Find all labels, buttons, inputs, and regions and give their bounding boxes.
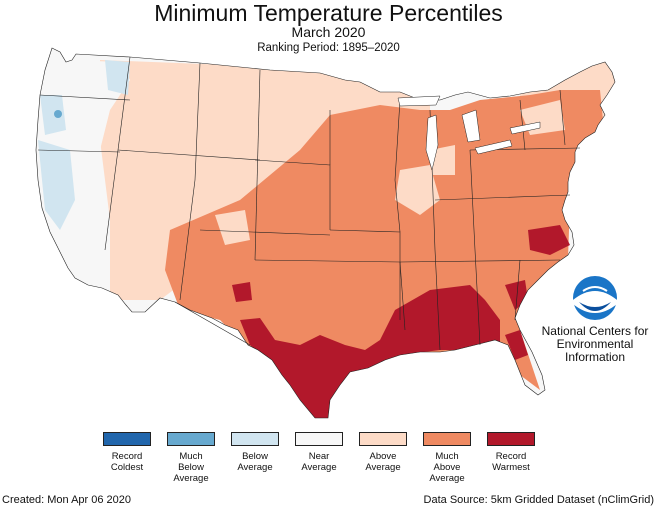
noaa-badge-text: NOAA — [585, 293, 606, 300]
legend-label: Much Above Average — [429, 451, 465, 484]
legend-label: Much Below Average — [173, 451, 209, 484]
legend-item: Record Coldest — [95, 432, 159, 473]
legend-label: Below Average — [237, 451, 273, 473]
legend-swatch — [359, 432, 407, 446]
created-date: Created: Mon Apr 06 2020 — [2, 494, 132, 506]
noaa-logo-icon — [573, 276, 617, 320]
legend-item: Much Above Average — [415, 432, 479, 484]
legend-swatch — [167, 432, 215, 446]
map-title: Minimum Temperature Percentiles — [154, 0, 503, 26]
legend-item: Much Below Average — [159, 432, 223, 484]
legend-label: Above Average — [365, 451, 401, 473]
legend-item: Above Average — [351, 432, 415, 473]
legend-swatch — [231, 432, 279, 446]
legend-swatch — [423, 432, 471, 446]
legend-label: Near Average — [301, 451, 337, 473]
legend-swatch — [295, 432, 343, 446]
ranking-period: Ranking Period: 1895–2020 — [257, 42, 400, 54]
legend-item: Near Average — [287, 432, 351, 473]
ncei-label: National Centers for Environmental Infor… — [541, 324, 649, 364]
data-source: Data Source: 5km Gridded Dataset (nClimG… — [423, 494, 654, 506]
legend-label: Record Warmest — [492, 451, 530, 473]
legend: Record Coldest Much Below Average Below Av… — [95, 432, 545, 492]
legend-item: Below Average — [223, 432, 287, 473]
legend-swatch — [103, 432, 151, 446]
legend-swatch — [487, 432, 535, 446]
legend-item: Record Warmest — [479, 432, 543, 473]
legend-label: Record Coldest — [110, 451, 144, 473]
map-subtitle: March 2020 — [291, 24, 366, 40]
